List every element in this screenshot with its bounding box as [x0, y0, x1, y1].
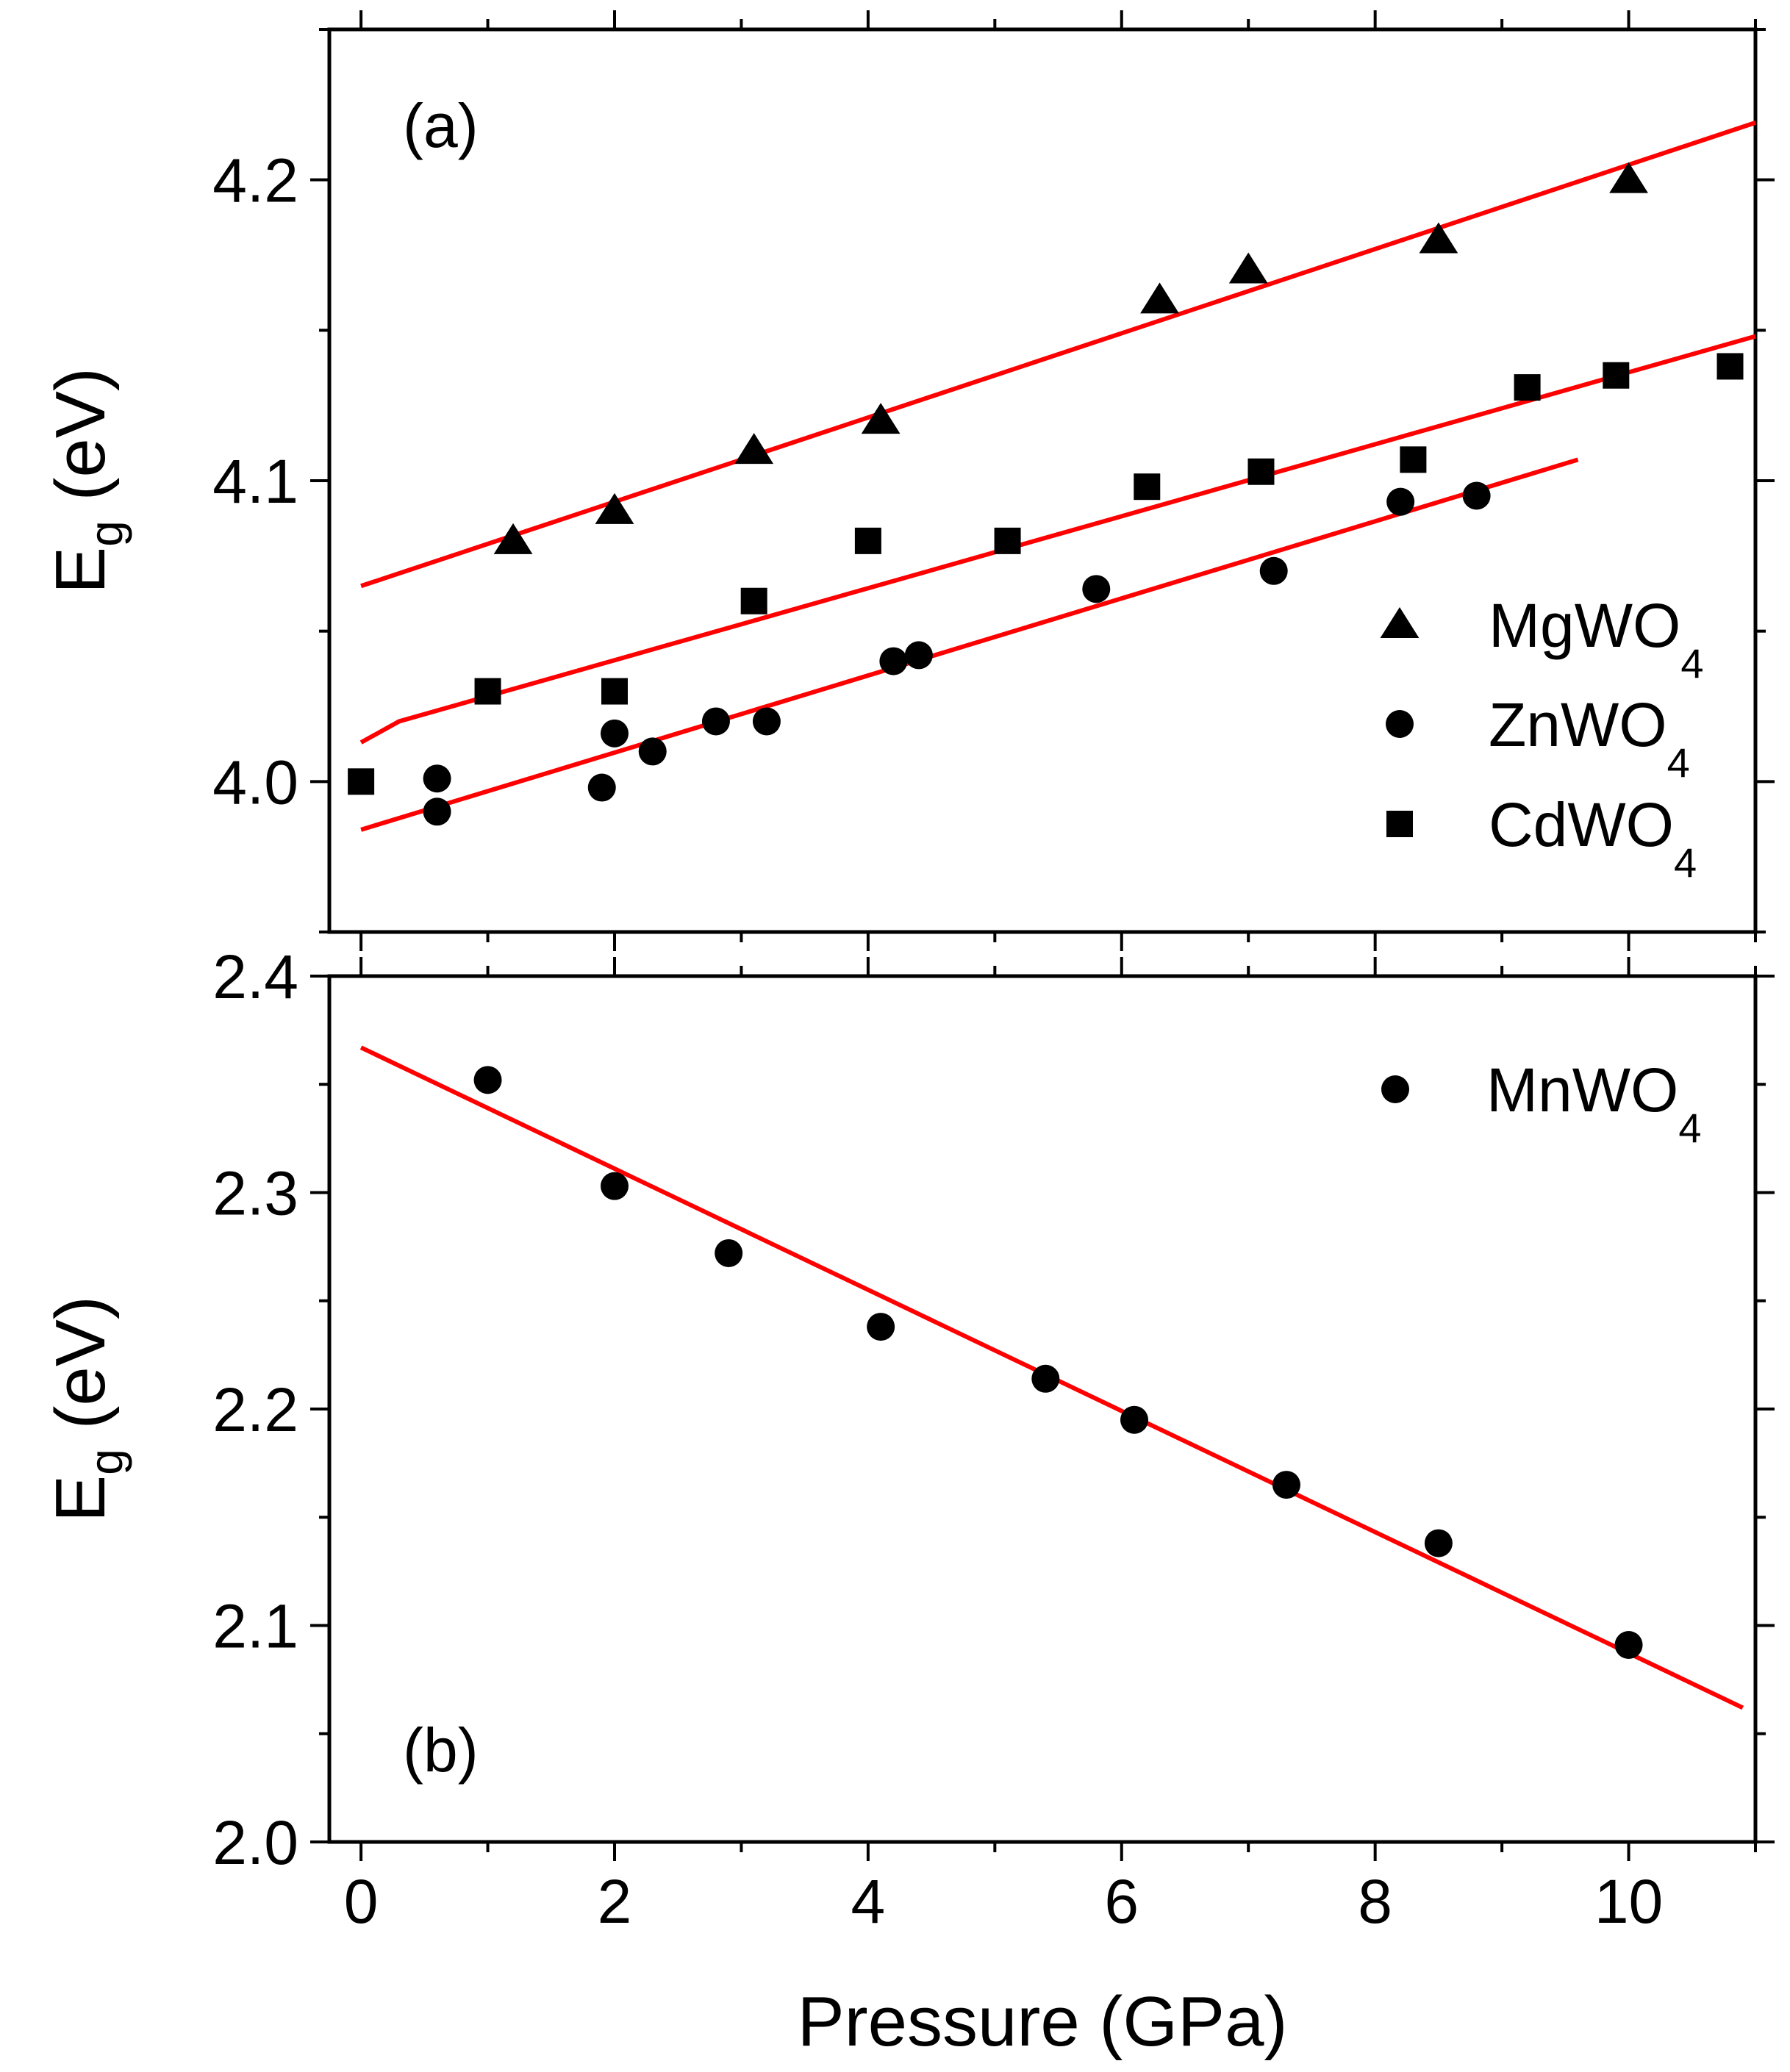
data-point-CdWO4: [854, 527, 881, 554]
legend-label-main: MgWO: [1489, 591, 1680, 660]
data-point-MnWO4: [1031, 1364, 1060, 1393]
legend-label-CdWO4: CdWO4: [1489, 790, 1697, 886]
data-point-MgWO4: [595, 492, 634, 524]
data-point-ZnWO4: [1386, 487, 1415, 516]
x-tick-label: 8: [1358, 1867, 1392, 1936]
y-tick-label: 4.2: [212, 146, 298, 215]
x-tick-label: 2: [598, 1867, 632, 1936]
x-axis-title: Pressure (GPa): [798, 1982, 1288, 2061]
legend-label-sub: 4: [1680, 640, 1703, 687]
legend-label-ZnWO4: ZnWO4: [1489, 690, 1690, 786]
data-point-ZnWO4: [879, 647, 908, 675]
legend-label-sub: 4: [1667, 739, 1690, 786]
panel-label: (a): [403, 91, 479, 160]
fit-line: [360, 457, 1579, 832]
data-point-MgWO4: [1140, 282, 1179, 314]
legend-label-main: CdWO: [1489, 790, 1674, 859]
data-point-MnWO4: [867, 1313, 895, 1341]
panel-label: (b): [403, 1716, 479, 1785]
y-axis-title: Eg (eV): [41, 1296, 132, 1522]
data-point-MnWO4: [1120, 1405, 1149, 1434]
y-tick-label: 4.0: [212, 748, 298, 817]
data-point-ZnWO4: [1259, 556, 1288, 585]
y-tick-label: 2.0: [212, 1808, 298, 1877]
data-point-ZnWO4: [638, 737, 667, 766]
data-point-MnWO4: [473, 1066, 502, 1094]
legend-label-main: MnWO: [1486, 1055, 1678, 1125]
data-point-CdWO4: [994, 527, 1021, 554]
fit-line: [360, 121, 1756, 589]
y-axis-title-sub: g: [79, 1449, 132, 1475]
x-tick-label: 0: [344, 1867, 379, 1936]
y-axis-title-unit: (eV): [41, 1296, 120, 1449]
data-point-MnWO4: [1272, 1471, 1300, 1499]
data-point-MgWO4: [734, 433, 774, 465]
legend-marker-MnWO4: [1381, 1075, 1409, 1103]
y-tick-label: 2.4: [212, 942, 298, 1011]
y-axis-title-sub: g: [79, 520, 132, 547]
y-axis-title-unit: (eV): [41, 368, 120, 520]
legend-marker-ZnWO4: [1386, 710, 1414, 738]
data-point-MgWO4: [861, 403, 901, 434]
data-point-ZnWO4: [752, 707, 781, 736]
data-point-CdWO4: [1716, 353, 1744, 380]
data-point-ZnWO4: [601, 719, 629, 748]
y-axis-title: Eg (eV): [41, 368, 132, 594]
x-tick-label: 10: [1594, 1867, 1663, 1936]
legend-label-MnWO4: MnWO4: [1486, 1055, 1701, 1151]
data-point-CdWO4: [601, 678, 628, 705]
y-tick-label: 2.3: [212, 1159, 298, 1228]
data-point-CdWO4: [1134, 473, 1161, 501]
data-point-CdWO4: [1247, 458, 1275, 485]
x-tick-label: 6: [1104, 1867, 1139, 1936]
data-point-ZnWO4: [1462, 481, 1491, 510]
x-axis-title-group: Pressure (GPa): [798, 1982, 1288, 2061]
data-point-ZnWO4: [701, 707, 730, 736]
data-point-MnWO4: [1424, 1529, 1453, 1557]
data-point-ZnWO4: [1082, 575, 1111, 603]
data-point-MgWO4: [1419, 222, 1458, 254]
data-point-MnWO4: [715, 1238, 743, 1267]
data-point-MgWO4: [493, 523, 533, 554]
data-point-ZnWO4: [587, 773, 616, 802]
legend-label-MgWO4: MgWO4: [1489, 591, 1703, 687]
data-point-ZnWO4: [423, 797, 451, 826]
y-tick-label: 2.2: [212, 1375, 298, 1444]
data-point-CdWO4: [1603, 362, 1630, 389]
data-point-ZnWO4: [423, 764, 451, 793]
legend-label-sub: 4: [1678, 1105, 1701, 1151]
y-tick-label: 2.1: [212, 1592, 298, 1661]
data-point-ZnWO4: [904, 641, 933, 670]
data-point-MgWO4: [1228, 252, 1268, 284]
legend-marker-CdWO4: [1386, 811, 1413, 837]
legend-marker-MgWO4: [1380, 607, 1420, 638]
data-point-CdWO4: [1400, 446, 1427, 473]
data-point-CdWO4: [740, 587, 767, 614]
y-tick-label: 4.1: [212, 447, 298, 516]
legend-label-sub: 4: [1674, 839, 1697, 886]
data-point-MnWO4: [601, 1172, 629, 1200]
legend-label-main: ZnWO: [1489, 690, 1667, 759]
data-point-CdWO4: [1514, 374, 1541, 401]
data-point-MgWO4: [1609, 162, 1648, 193]
fit-line: [359, 334, 1756, 745]
data-point-MnWO4: [1614, 1631, 1643, 1660]
data-point-CdWO4: [474, 678, 501, 705]
y-axis-title-main: E: [41, 1475, 120, 1522]
data-point-CdWO4: [348, 768, 375, 795]
x-tick-label: 4: [851, 1867, 886, 1936]
y-axis-title-main: E: [41, 547, 120, 594]
